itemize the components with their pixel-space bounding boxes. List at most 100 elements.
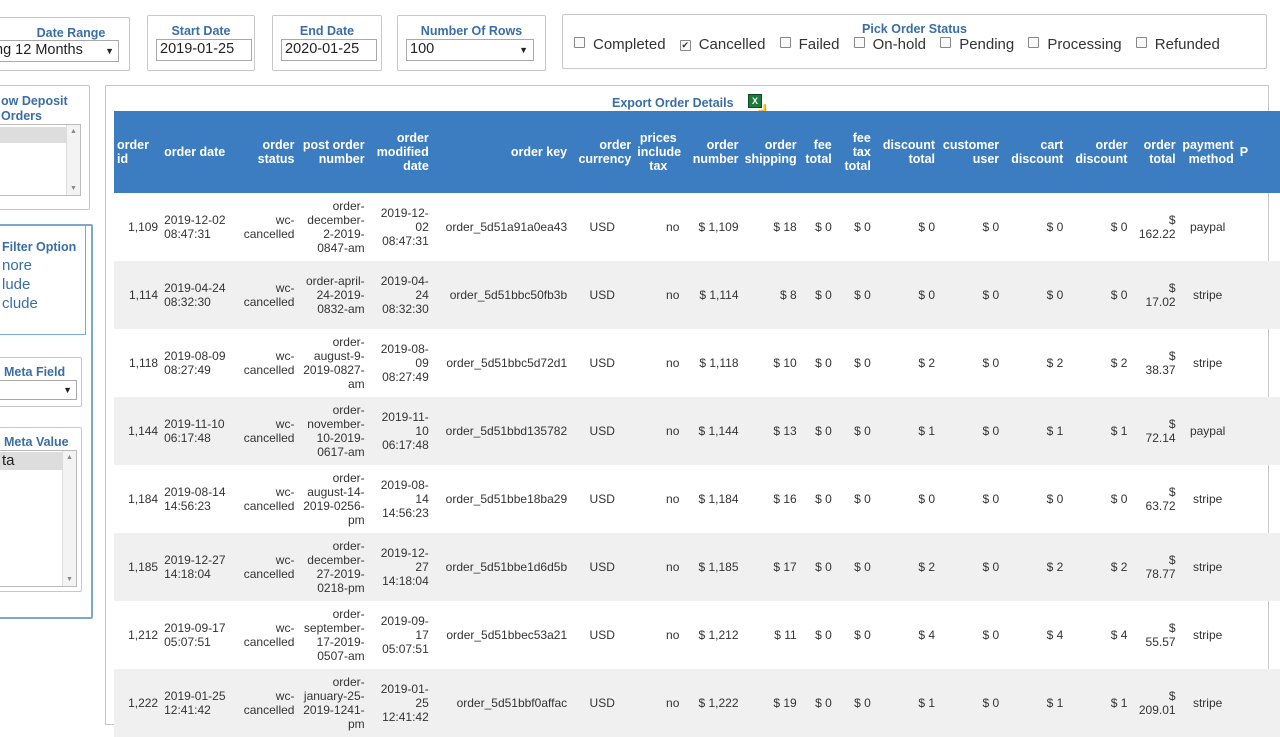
filter-option-exclude[interactable]: clude <box>2 295 38 312</box>
status-option-cancelled[interactable]: ✔ Cancelled <box>679 36 766 53</box>
col-order-key[interactable]: order key <box>431 111 571 193</box>
discount-total-cell: $ 2 <box>918 356 935 370</box>
order-id-cell: 1,118 <box>128 356 159 370</box>
col-order-currency[interactable]: order currency <box>570 111 635 193</box>
order-modified-date-cell: 2019-04-24 08:32:30 <box>367 261 432 329</box>
col-order-modified-date[interactable]: order modified date <box>367 111 432 193</box>
order-modified-date-cell: 2019-08-14 14:56:23 <box>380 478 429 520</box>
col-order-number[interactable]: order number <box>682 111 742 193</box>
table-row[interactable]: 1,109 2019-12-02 08:47:31 wc-cancelled orde… <box>114 193 1280 261</box>
pending-checkbox[interactable] <box>940 37 952 48</box>
cart-discount-cell: $ 1 <box>1002 669 1067 737</box>
order-key-cell: order_5d51bbf0affac <box>431 669 571 737</box>
status-option-completed[interactable]: Completed <box>574 36 666 53</box>
deposit-selected-item[interactable] <box>0 127 68 143</box>
post-order-number-cell: order-august-14-2019-0256-pm <box>303 471 365 527</box>
excel-icon[interactable]: X <box>748 94 762 108</box>
currency-symbol: $ <box>1168 689 1176 703</box>
end-date-input[interactable]: 2020-01-25 <box>281 39 377 61</box>
chevron-down-icon: ▼ <box>105 46 114 56</box>
col-fee-tax-total[interactable]: fee tax total <box>834 111 874 193</box>
payment-method-cell: stripe <box>1178 533 1237 601</box>
truncated-cell <box>1237 329 1280 397</box>
filter-option-ignore[interactable]: nore <box>2 257 33 274</box>
prices-include-tax-cell: no <box>666 356 680 370</box>
processing-checkbox[interactable] <box>1028 37 1040 48</box>
order-total-value: 17.02 <box>1145 295 1176 309</box>
col-customer-user[interactable]: customer user <box>938 111 1003 193</box>
cancelled-checkbox[interactable]: ✔ <box>679 40 691 51</box>
meta-value-selected[interactable]: ta <box>0 452 62 470</box>
status-option-refunded[interactable]: Refunded <box>1135 36 1220 53</box>
fee-total-cell: $ 0 <box>799 397 835 465</box>
customer-user-cell: $ 0 <box>938 669 1003 737</box>
meta-value-panel: Meta Value ta ▲ ▼ <box>0 427 82 592</box>
table-row[interactable]: 1,114 2019-04-24 08:32:30 wc-cancelled orde… <box>114 261 1280 329</box>
filter-option-include[interactable]: lude <box>2 276 31 293</box>
meta-field-title: Meta Field <box>4 365 66 379</box>
col-prices-include-tax[interactable]: prices include tax <box>634 111 683 193</box>
cart-discount-cell: $ 0 <box>1002 261 1067 329</box>
col-order-shipping[interactable]: order shipping <box>741 111 800 193</box>
order-total-cell: $17.02 <box>1130 261 1179 329</box>
table-row[interactable]: 1,222 2019-01-25 12:41:42 wc-cancelled orde… <box>114 669 1280 737</box>
rows-select[interactable]: 100 ▼ <box>406 39 534 61</box>
date-range-select[interactable]: ng 12 Months ▼ <box>0 40 119 62</box>
col-order-total[interactable]: order total <box>1130 111 1179 193</box>
order-shipping-cell: $ 17 <box>741 533 800 601</box>
customer-user-cell: $ 0 <box>938 397 1003 465</box>
export-order-details-link[interactable]: Export Order Details <box>612 96 734 110</box>
fee-tax-total-cell: $ 0 <box>854 220 871 234</box>
on-hold-checkbox[interactable] <box>853 37 865 48</box>
col-order-id[interactable]: order id <box>114 111 162 193</box>
order-total-cell: $38.37 <box>1130 329 1178 397</box>
order-status-cell: wc-cancelled <box>229 261 298 329</box>
cart-discount-cell: $ 2 <box>1046 356 1064 370</box>
scrollbar[interactable]: ▲ ▼ <box>66 125 80 195</box>
order-number-cell: $ 1,114 <box>682 261 742 329</box>
order-number-cell: $ 1,118 <box>699 356 739 370</box>
fee-tax-total-cell: $ 0 <box>854 356 871 370</box>
scrollbar[interactable]: ▲ ▼ <box>62 451 76 586</box>
meta-field-select[interactable]: ▼ <box>0 380 77 400</box>
status-option-processing[interactable]: Processing <box>1028 36 1122 53</box>
order-modified-date-cell: 2019-09-17 05:07:51 <box>380 614 429 656</box>
completed-checkbox[interactable] <box>574 37 585 48</box>
table-row[interactable]: 1,144 2019-11-10 06:17:48 wc-cancelled orde… <box>114 397 1280 465</box>
discount-total-cell: $ 0 <box>918 492 935 506</box>
col-order-discount[interactable]: order discount <box>1066 111 1131 193</box>
col-post-order-number[interactable]: post order number <box>297 111 368 193</box>
col-cart-discount[interactable]: cart discount <box>1002 111 1067 193</box>
table-row[interactable]: 1,184 2019-08-14 14:56:23 wc-cancelled orde… <box>114 465 1280 533</box>
table-row[interactable]: 1,212 2019-09-17 05:07:51 wc-cancelled orde… <box>114 601 1280 669</box>
col-discount-total[interactable]: discount total <box>873 111 938 193</box>
status-option-pending[interactable]: Pending <box>940 36 1014 53</box>
order-modified-date-cell: 2019-08-09 08:27:49 <box>380 342 429 384</box>
order-number-cell: $ 1,144 <box>682 397 742 465</box>
table-row[interactable]: 1,118 2019-08-09 08:27:49 wc-cancelled orde… <box>114 329 1280 397</box>
order-discount-cell: $ 0 <box>1110 220 1128 234</box>
table-row[interactable]: 1,185 2019-12-27 14:18:04 wc-cancelled orde… <box>114 533 1280 601</box>
failed-checkbox[interactable] <box>779 37 791 48</box>
payment-method-cell: stripe <box>1178 669 1237 737</box>
status-option-failed[interactable]: Failed <box>779 36 839 53</box>
table-header-row: order id order date order status post or… <box>114 111 1280 193</box>
fee-total-cell: $ 0 <box>815 356 832 370</box>
col-order-status[interactable]: order status <box>229 111 298 193</box>
status-option-on-hold[interactable]: On-hold <box>853 36 926 53</box>
col-order-date[interactable]: order date <box>161 111 230 193</box>
order-currency-cell: USD <box>570 261 635 329</box>
meta-value-list[interactable]: ta ▲ ▼ <box>0 450 77 587</box>
order-status-panel: Pick Order Status Completed ✔ Cancelled F… <box>562 14 1267 69</box>
col-truncated[interactable]: P <box>1236 111 1280 193</box>
order-number-cell: $ 1,212 <box>698 628 739 642</box>
refunded-checkbox[interactable] <box>1135 37 1147 48</box>
discount-total-cell: $ 1 <box>873 397 938 465</box>
fee-total-cell: $ 0 <box>815 628 832 642</box>
col-payment-method[interactable]: payment method <box>1178 111 1237 193</box>
order-total-value: 55.57 <box>1145 635 1176 649</box>
post-order-number-cell: order-december-27-2019-0218-pm <box>297 533 368 601</box>
col-fee-total[interactable]: fee total <box>799 111 835 193</box>
deposit-orders-list[interactable]: ▲ ▼ <box>0 124 81 196</box>
start-date-input[interactable]: 2019-01-25 <box>156 39 252 61</box>
